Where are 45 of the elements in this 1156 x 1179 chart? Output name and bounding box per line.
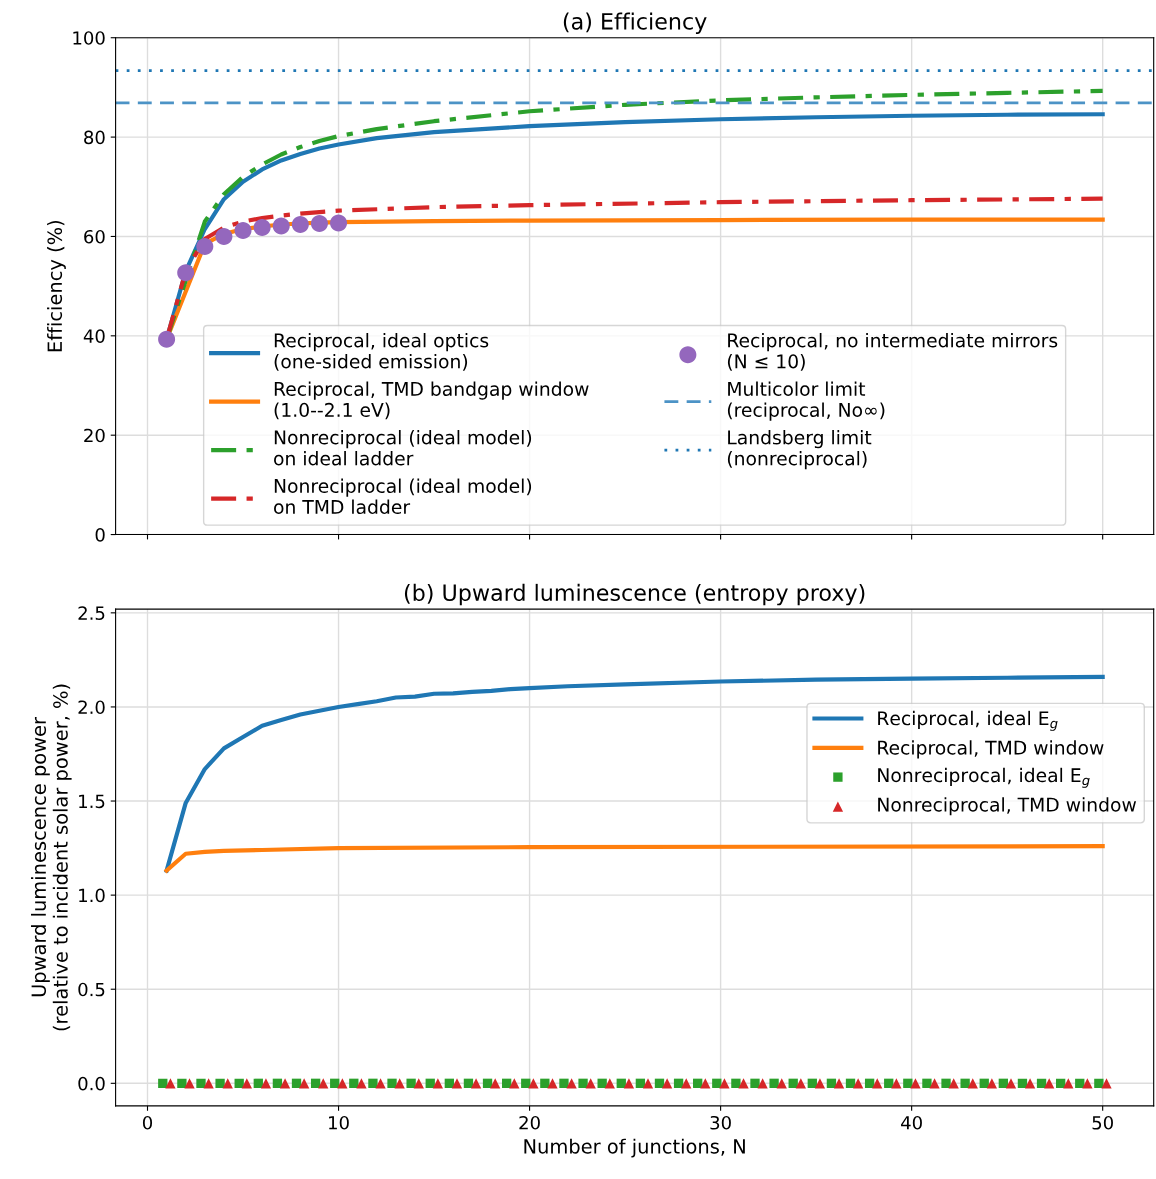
- y-tick-label: 0.5: [78, 982, 105, 997]
- point: [158, 330, 176, 348]
- legend-label: Nonreciprocal, TMD window: [878, 797, 1137, 816]
- x-tick-label: 30: [710, 1115, 731, 1130]
- legend-label: Multicolor limit (reciprocal, No∞): [727, 381, 885, 421]
- x-tick-label: 40: [901, 1115, 922, 1130]
- line-series: [164, 844, 1105, 873]
- point: [291, 216, 309, 234]
- legend-label: Reciprocal, no intermediate mirrors (N ≤ 10): [727, 332, 1058, 371]
- y-tick-label: 2.0: [78, 700, 105, 715]
- y-tick-label: 1.5: [79, 794, 105, 809]
- point: [253, 219, 271, 237]
- point: [330, 214, 348, 232]
- legend-label: Reciprocal, TMD window: [878, 740, 1104, 759]
- y-tick-label: 60: [84, 229, 105, 244]
- y-axis-title: Efficiency (%): [47, 220, 66, 352]
- point: [234, 221, 252, 239]
- y-axis-title: Upward luminescence power (relative to incident solar power, %): [31, 684, 72, 1031]
- y-tick-label: 0: [95, 528, 105, 542]
- y-tick-label: 40: [83, 329, 105, 343]
- x-axis-title: Number of junctions, N: [524, 1138, 745, 1158]
- point: [215, 227, 233, 245]
- x-tick-label: 0: [142, 1115, 153, 1130]
- legend-label: Nonreciprocal, ideal E$_{g}$: [878, 767, 1090, 788]
- point: [196, 237, 214, 255]
- legend-label: Reciprocal, ideal E$_{g}$: [878, 710, 1058, 731]
- y-tick-label: 80: [84, 130, 105, 145]
- x-tick-label: 10: [329, 1115, 349, 1130]
- legend-label: Reciprocal, ideal optics (one-sided emission): [274, 332, 489, 371]
- point: [177, 264, 195, 282]
- chart-title: (b) Upward luminescence (entropy proxy): [404, 583, 865, 606]
- legend-label: Landsberg limit (nonreciprocal): [727, 430, 872, 470]
- x-tick-label: 50: [1092, 1115, 1113, 1130]
- point: [272, 217, 290, 235]
- y-tick-label: 0.0: [78, 1076, 105, 1091]
- legend-label: Nonreciprocal (ideal model) on ideal ladder: [274, 430, 532, 466]
- legend-label: Nonreciprocal (ideal model) on TMD ladder: [274, 478, 532, 515]
- x-tick-label: 20: [519, 1115, 540, 1130]
- y-tick-label: 1.0: [79, 888, 105, 903]
- y-tick-label: 2.5: [78, 606, 105, 620]
- legend-label: Reciprocal, TMD bandgap window (1.0--2.1 eV): [274, 381, 589, 420]
- y-tick-label: 20: [84, 428, 105, 443]
- y-tick-label: 100: [73, 31, 105, 45]
- point: [310, 215, 328, 233]
- chart-title: (a) Efficiency: [563, 12, 707, 35]
